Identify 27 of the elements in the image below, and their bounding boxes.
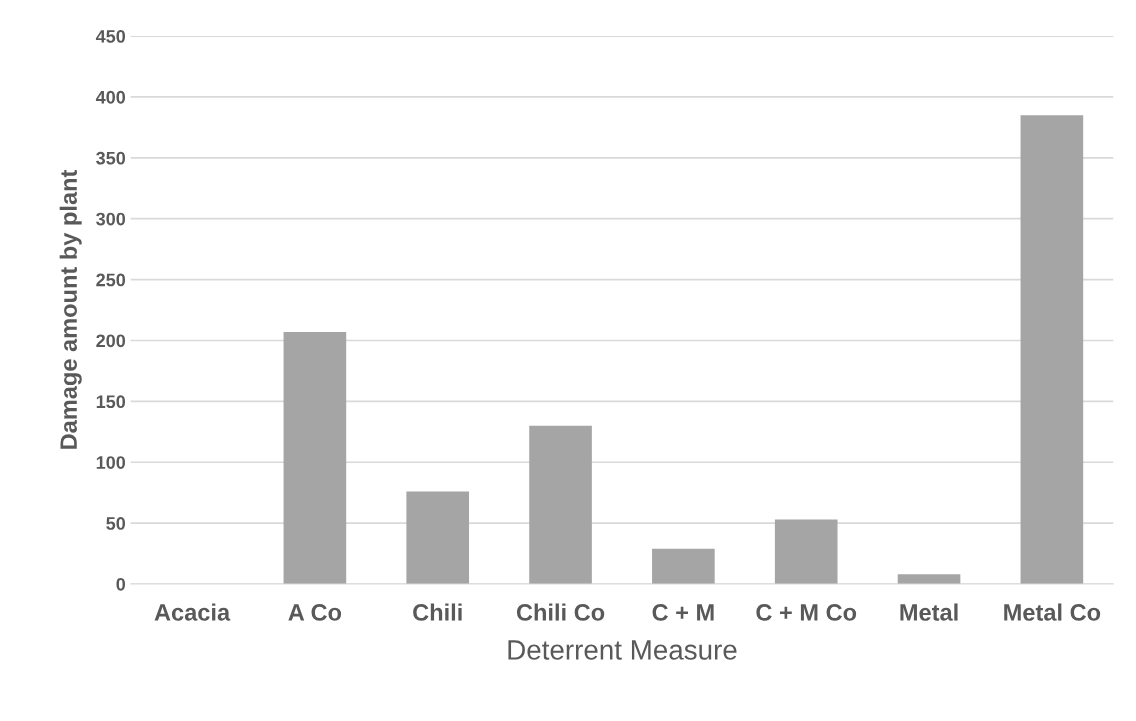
x-tick-label: Metal Co	[1004, 603, 1101, 621]
x-tick-label: Chili	[413, 603, 462, 621]
x-tick-label: C + M	[652, 604, 714, 621]
y-tick-label: 400	[95, 90, 126, 104]
y-tick-label: 150	[96, 395, 126, 409]
bar	[1020, 115, 1084, 585]
bar	[529, 425, 592, 585]
bar	[406, 491, 470, 585]
y-tick-label: 0	[116, 577, 126, 591]
x-tick-label: A Co	[288, 604, 342, 621]
y-tick-label: 250	[96, 273, 126, 287]
y-tick-label: 350	[96, 151, 126, 165]
bar	[897, 574, 961, 585]
y-tick-label: 450	[95, 29, 126, 43]
bar	[283, 331, 347, 585]
y-tick-label: 100	[96, 456, 126, 469]
x-tick-label: Metal	[900, 603, 958, 621]
x-tick-label: Chili Co	[516, 603, 605, 621]
bar	[652, 548, 715, 585]
y-tick-label: 200	[96, 334, 126, 348]
y-tick-label: 50	[106, 517, 126, 530]
x-tick-label: Acacia	[154, 603, 231, 621]
x-tick-label: C + M Co	[756, 604, 857, 621]
bar	[774, 519, 838, 585]
y-axis-title: Damage amount by plant	[59, 169, 82, 449]
x-axis-title: Deterrent Measure	[508, 640, 737, 660]
y-tick-label: 300	[96, 212, 126, 226]
